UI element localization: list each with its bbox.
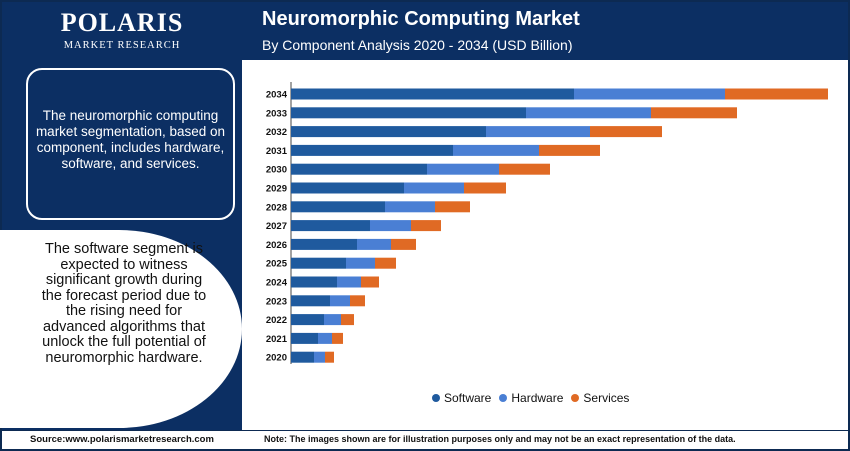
left-panel: POLARIS MARKET RESEARCH The neuromorphic… — [0, 2, 242, 430]
y-tick-label: 2028 — [266, 202, 287, 213]
legend-label: Hardware — [511, 391, 564, 405]
y-tick-label: 2022 — [266, 315, 287, 326]
bar-segment-software — [291, 332, 318, 344]
legend-swatch — [432, 394, 440, 402]
legend-item-hardware: Hardware — [499, 391, 563, 405]
bar-segment-software — [291, 88, 574, 100]
bar-segment-software — [291, 314, 324, 326]
bar-segment-hardware — [385, 201, 435, 213]
legend-item-services: Services — [571, 391, 629, 405]
bar-segment-hardware — [318, 332, 332, 344]
brand-logo: POLARIS MARKET RESEARCH — [2, 2, 242, 62]
bar-segment-services — [651, 107, 737, 119]
bar-segment-software — [291, 163, 427, 175]
y-tick-label: 2032 — [266, 127, 287, 138]
y-tick-label: 2020 — [266, 353, 287, 364]
bar-segment-services — [350, 295, 365, 307]
bar-segment-software — [291, 126, 486, 138]
bar-segment-software — [291, 107, 526, 119]
stacked-bar-chart: 2034 2033 2032 2031 2030 2029 2028 2027 2026 2025… — [242, 60, 848, 430]
chart-legend: Software Hardware Services — [432, 390, 637, 406]
bar-segment-services — [411, 220, 441, 232]
y-tick-label: 2027 — [266, 221, 287, 232]
bar-segment-hardware — [526, 107, 651, 119]
bar-segment-services — [325, 351, 334, 363]
legend-swatch — [571, 394, 580, 402]
y-tick-label: 2031 — [266, 146, 288, 157]
y-tick-label: 2026 — [266, 240, 287, 251]
bar-segment-services — [375, 257, 396, 269]
bar-segment-software — [291, 351, 314, 363]
bar-segment-software — [291, 257, 346, 269]
y-tick-label: 2030 — [266, 165, 287, 176]
segmentation-info-box: The neuromorphic computing market segmen… — [26, 68, 235, 220]
bar-segment-hardware — [330, 295, 350, 307]
bar-segment-hardware — [314, 351, 325, 363]
bar-segment-services — [341, 314, 354, 326]
bar-segment-software — [291, 238, 357, 250]
bar-segment-services — [499, 163, 550, 175]
bar-segment-hardware — [574, 88, 725, 100]
bar-segment-software — [291, 295, 330, 307]
bar-segment-software — [291, 276, 337, 288]
chart-subtitle: By Component Analysis 2020 - 2034 (USD B… — [262, 37, 573, 53]
bar-segment-software — [291, 144, 453, 156]
bar-segment-services — [332, 332, 343, 344]
segmentation-info-text: The neuromorphic computing market segmen… — [35, 108, 226, 171]
bar-segment-services — [725, 88, 828, 100]
bar-segment-services — [361, 276, 379, 288]
bar-segment-services — [464, 182, 506, 194]
bar-segment-hardware — [324, 314, 341, 326]
bar-segment-services — [590, 126, 662, 138]
y-tick-label: 2024 — [266, 278, 288, 289]
bar-segment-hardware — [453, 144, 539, 156]
bar-segment-hardware — [346, 257, 375, 269]
legend-item-software: Software — [432, 391, 491, 405]
highlight-ellipse — [0, 230, 242, 428]
bar-segment-services — [391, 238, 416, 250]
y-tick-label: 2034 — [266, 90, 288, 101]
y-tick-label: 2029 — [266, 184, 287, 195]
bar-segment-services — [539, 144, 600, 156]
chart-header: Neuromorphic Computing Market By Compone… — [242, 2, 848, 60]
brand-tagline: MARKET RESEARCH — [63, 40, 181, 51]
source-text: Source:www.polarismarketresearch.com — [30, 434, 214, 445]
y-tick-label: 2023 — [266, 296, 287, 307]
bar-segment-hardware — [337, 276, 361, 288]
bar-segment-services — [435, 201, 470, 213]
bar-segment-hardware — [370, 220, 411, 232]
y-tick-label: 2021 — [266, 334, 288, 345]
bar-segment-hardware — [404, 182, 464, 194]
y-tick-label: 2025 — [266, 259, 288, 270]
bar-segment-software — [291, 182, 404, 194]
highlight-text: The software segment is expected to witn… — [41, 241, 207, 366]
disclaimer-note: Note: The images shown are for illustrat… — [264, 434, 736, 444]
legend-label: Services — [583, 391, 630, 405]
chart-title: Neuromorphic Computing Market — [262, 8, 580, 30]
bar-segment-hardware — [427, 163, 499, 175]
footer: Source:www.polarismarketresearch.com Not… — [2, 430, 848, 449]
bar-segment-software — [291, 201, 385, 213]
bar-segment-hardware — [486, 126, 590, 138]
legend-swatch — [499, 394, 508, 402]
brand-name: POLARIS — [60, 8, 184, 37]
legend-label: Software — [444, 391, 492, 405]
y-tick-label: 2033 — [266, 108, 287, 119]
chart-canvas: 2034 2033 2032 2031 2030 2029 2028 2027 2026 2025… — [266, 82, 828, 364]
bar-segment-software — [291, 220, 370, 232]
bar-segment-hardware — [357, 238, 391, 250]
